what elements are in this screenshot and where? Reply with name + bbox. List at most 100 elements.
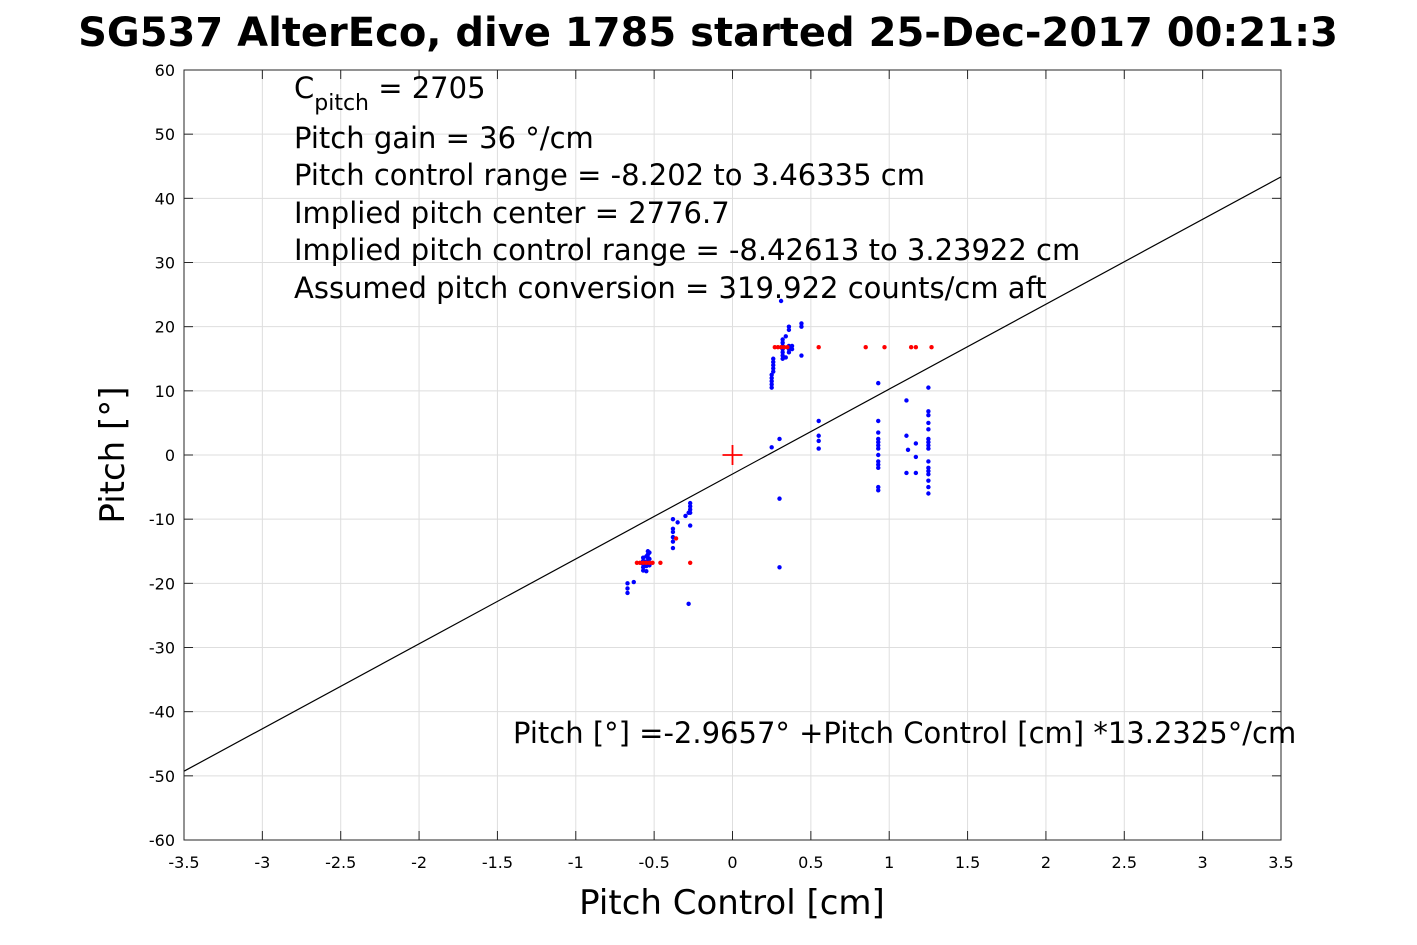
blue-data-point (687, 504, 693, 509)
blue-data-point (904, 398, 909, 403)
y-tick-label: -30 (149, 639, 175, 658)
y-tick-label: 50 (155, 125, 175, 144)
red-data-point (647, 560, 652, 565)
axis-ticks (183, 69, 1282, 841)
red-data-point (644, 560, 649, 565)
blue-data-point (876, 462, 881, 467)
blue-data-point (926, 443, 931, 448)
blue-data-point (926, 491, 931, 496)
annotation-line-1: Pitch gain = 36 °/cm (294, 121, 594, 155)
red-data-point (640, 560, 646, 565)
blue-data-point (647, 550, 652, 555)
fit-line (183, 176, 1282, 772)
blue-data-point (670, 539, 676, 544)
blue-data-point (926, 409, 931, 414)
y-tick-label: 20 (155, 318, 175, 337)
c-label-sub: pitch (314, 91, 369, 116)
y-tick-labels: 60 50 40 30 20 10 0 -10 -20 -30 -40 -50 -60 (149, 61, 175, 850)
blue-data-point (876, 446, 881, 451)
y-tick-label: -20 (149, 574, 175, 593)
blue-data-point (675, 520, 680, 525)
blue-data-point (876, 380, 881, 386)
red-data-point (782, 345, 787, 350)
blue-data-point (769, 385, 774, 390)
blue-data-point (876, 488, 881, 493)
data-points (625, 298, 934, 607)
red-data-point (913, 345, 919, 350)
y-tick-label: 0 (165, 446, 175, 465)
red-data-point (785, 345, 790, 350)
y-tick-label: 10 (155, 382, 175, 401)
blue-data-point (771, 366, 776, 371)
c-label-main: C (294, 71, 314, 105)
blue-data-point (777, 565, 782, 570)
blue-data-point (625, 586, 630, 591)
blue-data-point (780, 337, 785, 342)
blue-data-point (816, 438, 821, 444)
blue-data-point (904, 470, 909, 476)
blue-data-point (926, 459, 931, 464)
blue-data-point (926, 413, 931, 418)
blue-data-point (771, 362, 776, 368)
red-data-point (772, 345, 778, 350)
x-tick-label: -1 (568, 853, 584, 872)
annotation-line-5: Assumed pitch conversion = 319.922 count… (294, 271, 1047, 305)
x-tick-label: -3.5 (168, 853, 199, 872)
blue-data-point (686, 601, 691, 607)
x-tick-label: -2.5 (325, 853, 356, 872)
y-tick-label: 30 (155, 254, 175, 273)
red-data-point (882, 345, 887, 350)
blue-data-point (926, 436, 931, 442)
c-value: = 2705 (369, 71, 486, 105)
center-marker (722, 445, 743, 465)
blue-data-point (771, 356, 776, 361)
blue-data-point (816, 446, 821, 451)
blue-data-point (780, 350, 785, 355)
blue-data-point (816, 433, 821, 438)
blue-data-point (926, 472, 931, 477)
blue-data-point (876, 418, 881, 424)
blue-data-point (625, 590, 630, 596)
y-tick-label: 60 (155, 61, 175, 80)
blue-data-point (631, 579, 636, 585)
red-data-point (778, 345, 784, 350)
blue-data-point (644, 568, 649, 574)
y-tick-label: -60 (149, 831, 175, 850)
red-data-point (687, 560, 693, 565)
blue-data-point (670, 516, 676, 522)
x-tick-label: -0.5 (639, 853, 670, 872)
red-data-point (816, 345, 821, 350)
blue-data-point (926, 478, 931, 483)
blue-data-point (777, 496, 782, 501)
blue-data-point (783, 355, 788, 360)
blue-data-point (926, 468, 931, 474)
blue-data-point (913, 454, 919, 460)
blue-data-point (771, 369, 776, 374)
blue-data-point (876, 436, 881, 442)
blue-data-point (926, 484, 931, 490)
annotation-c-pitch: Cpitch = 2705 (294, 71, 486, 116)
blue-data-point (904, 433, 909, 438)
red-data-point (908, 345, 914, 350)
blue-data-point (670, 545, 676, 551)
blue-data-point (625, 581, 630, 586)
blue-data-point (670, 526, 676, 531)
blue-data-point (780, 340, 785, 345)
blue-data-point (683, 513, 688, 519)
annotation-line-2: Pitch control range = -8.202 to 3.46335 … (294, 158, 925, 192)
blue-data-point (769, 382, 774, 387)
blue-data-point (777, 436, 782, 442)
x-tick-label: 0.5 (798, 853, 823, 872)
blue-data-point (926, 427, 931, 432)
blue-data-point (926, 446, 931, 451)
y-tick-label: -50 (149, 767, 175, 786)
blue-data-point (799, 353, 804, 358)
blue-data-point (913, 470, 919, 476)
blue-data-point (876, 443, 881, 448)
plot-frame (183, 69, 1282, 841)
blue-data-point (799, 324, 804, 329)
blue-data-point (769, 375, 774, 381)
blue-data-point (771, 359, 776, 365)
blue-data-point (789, 343, 795, 349)
